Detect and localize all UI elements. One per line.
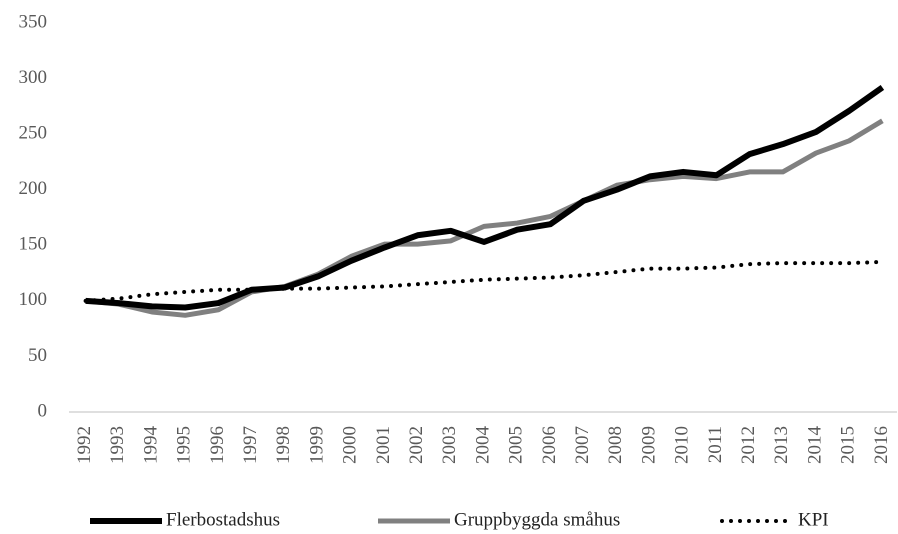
y-tick-label: 250 xyxy=(19,123,48,144)
y-tick-label: 200 xyxy=(19,178,48,199)
x-tick-label: 2002 xyxy=(406,426,427,464)
y-tick-label: 100 xyxy=(19,289,48,310)
x-tick-label: 1999 xyxy=(306,426,327,464)
x-tick-label: 2011 xyxy=(705,426,726,463)
legend-label: Flerbostadshus xyxy=(166,509,280,530)
y-tick-label: 50 xyxy=(28,345,47,366)
x-tick-label: 2001 xyxy=(373,426,394,464)
y-tick-label: 300 xyxy=(19,67,48,88)
x-tick-label: 2015 xyxy=(838,426,859,464)
y-tick-label: 0 xyxy=(38,400,48,421)
x-tick-label: 2016 xyxy=(871,426,892,464)
series-line xyxy=(85,85,885,311)
x-tick-label: 1997 xyxy=(240,426,261,464)
y-tick-label: 350 xyxy=(19,11,48,32)
x-tick-label: 2012 xyxy=(738,426,759,464)
x-tick-label: 1993 xyxy=(107,426,128,464)
x-tick-label: 2007 xyxy=(572,426,593,464)
x-tick-label: 2004 xyxy=(472,426,493,465)
legend-label: Gruppbyggda småhus xyxy=(454,509,620,530)
legend-label: KPI xyxy=(798,509,829,530)
x-tick-label: 2009 xyxy=(638,426,659,464)
x-tick-label: 1995 xyxy=(174,426,195,464)
x-tick-label: 1996 xyxy=(207,426,228,464)
series-line xyxy=(85,118,884,318)
x-tick-label: 2010 xyxy=(672,426,693,464)
y-tick-label: 150 xyxy=(19,234,48,255)
x-tick-label: 2014 xyxy=(804,426,825,465)
x-tick-label: 2003 xyxy=(439,426,460,464)
x-tick-label: 2008 xyxy=(605,426,626,464)
x-tick-label: 1992 xyxy=(74,426,95,464)
x-tick-label: 2005 xyxy=(506,426,527,464)
x-tick-label: 1994 xyxy=(140,426,161,465)
x-tick-label: 2013 xyxy=(771,426,792,464)
x-tick-label: 1998 xyxy=(273,426,294,464)
series-line xyxy=(83,259,885,303)
x-tick-label: 2006 xyxy=(539,426,560,464)
x-tick-label: 2000 xyxy=(340,426,361,464)
